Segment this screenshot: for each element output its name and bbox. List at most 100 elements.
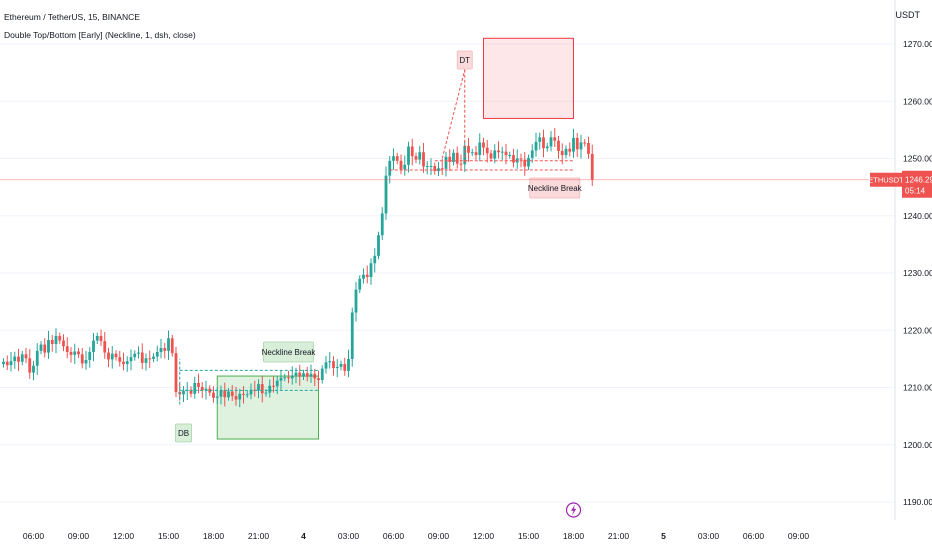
candle-body [80, 354, 84, 364]
candle-body [583, 142, 587, 144]
lightning-glyph [571, 504, 577, 516]
candle-body [493, 150, 497, 159]
candle-body [527, 157, 530, 167]
candle-body [137, 352, 140, 354]
double-top-label-box [456, 50, 473, 70]
price-tick-label: 1230.00 [903, 268, 932, 278]
neckline-break-bottom-label[interactable]: Neckline Break [262, 341, 317, 363]
candle-body [392, 156, 395, 161]
time-tick-label: 12:00 [473, 531, 495, 541]
candle-body [103, 341, 107, 353]
neckline-break-top-label-text: Neckline Break [528, 184, 583, 193]
candle-body [384, 175, 388, 214]
candle-body [245, 394, 249, 396]
candle-body [92, 340, 95, 353]
price-tick-label: 1250.00 [903, 154, 932, 164]
candle-body [260, 384, 264, 394]
time-tick-label: 09:00 [68, 531, 90, 541]
neckline-break-top-label[interactable]: Neckline Break [528, 177, 583, 199]
double-top-label-text: DT [459, 56, 470, 65]
candle-body [410, 146, 414, 157]
time-axis[interactable]: 06:00 09:00 12:00 15:00 18:00 21:00 4 03:00 06:0… [23, 531, 810, 541]
candle-body [35, 350, 39, 366]
double-top-label[interactable]: DT [456, 50, 473, 70]
candle-body [159, 347, 163, 353]
candle-body [28, 358, 32, 373]
candle-body [542, 137, 545, 149]
candle-body [204, 388, 208, 391]
candle-body [58, 335, 62, 341]
candle-body [388, 160, 392, 176]
candle-body [362, 274, 365, 279]
candle-body [399, 160, 403, 170]
candle-body [268, 385, 272, 393]
neckline-break-bottom-label-box [263, 341, 314, 363]
price-axis-unit[interactable]: USDT [895, 10, 921, 20]
candle-body [414, 156, 418, 160]
candle-body [9, 361, 13, 366]
candle-body [549, 137, 553, 147]
candle-body [219, 390, 223, 397]
candle-body [200, 386, 204, 391]
time-tick-label: 21:00 [608, 531, 630, 541]
candle-body [144, 358, 148, 363]
time-tick-label: 4 [301, 531, 306, 541]
symbol-badge[interactable] [870, 172, 902, 187]
candle-body [320, 368, 324, 381]
price-tick-label: 1240.00 [903, 211, 932, 221]
price-axis[interactable]: 1270.00 1260.00 1250.00 1240.00 1230.00 1220.… [903, 39, 932, 507]
candle-body [530, 150, 534, 158]
candle-body [152, 356, 155, 359]
candle-body [215, 396, 219, 398]
candle-body [279, 377, 283, 381]
countdown-text: 05:14 [905, 187, 926, 196]
time-tick-label: 12:00 [113, 531, 135, 541]
candle-body [272, 385, 275, 387]
time-tick-label: 06:00 [23, 531, 45, 541]
time-tick-label: 09:00 [428, 531, 450, 541]
candle-body [264, 392, 268, 394]
candle-body [114, 353, 118, 358]
candle-body [193, 382, 197, 394]
candle-body [508, 155, 512, 157]
indicator-legend[interactable]: Double Top/Bottom [Early] (Neckline, 1, … [4, 30, 196, 40]
candle-body [62, 340, 65, 347]
candle-body [459, 163, 463, 165]
time-tick-label: 15:00 [518, 531, 540, 541]
candle-body [437, 168, 440, 172]
candle-body [324, 362, 328, 369]
candle-body [467, 145, 470, 153]
candle-body [107, 352, 110, 360]
candle-body [95, 335, 99, 341]
double-bottom-label-text: DB [178, 429, 189, 438]
candle-body [579, 142, 583, 150]
time-tick-label: 06:00 [383, 531, 405, 541]
last-price-text: 1246.29 [905, 176, 932, 185]
candles [2, 128, 594, 408]
candle-body [350, 312, 354, 359]
candle-body [369, 263, 373, 278]
price-tick-label: 1270.00 [903, 39, 932, 49]
candle-body [568, 148, 572, 152]
candle-body [170, 338, 174, 354]
candle-body [590, 153, 594, 180]
candle-body [122, 361, 125, 365]
candle-body [478, 142, 482, 156]
time-tick-label: 18:00 [203, 531, 225, 541]
candle-body [77, 351, 80, 355]
candle-body [332, 361, 335, 369]
candle-body [470, 152, 474, 154]
double-top-leg-left [441, 69, 466, 159]
candle-body [5, 361, 9, 366]
candle-body [587, 143, 590, 154]
symbol-title: Ethereum / TetherUS, 15, BINANCE [4, 12, 140, 22]
candle-body [24, 354, 28, 359]
candle-body [182, 390, 185, 395]
price-tick-label: 1260.00 [903, 96, 932, 106]
price-tick-label: 1190.00 [903, 497, 932, 507]
double-bottom-label[interactable]: DB [175, 423, 192, 443]
last-price-badge[interactable] [902, 170, 932, 198]
